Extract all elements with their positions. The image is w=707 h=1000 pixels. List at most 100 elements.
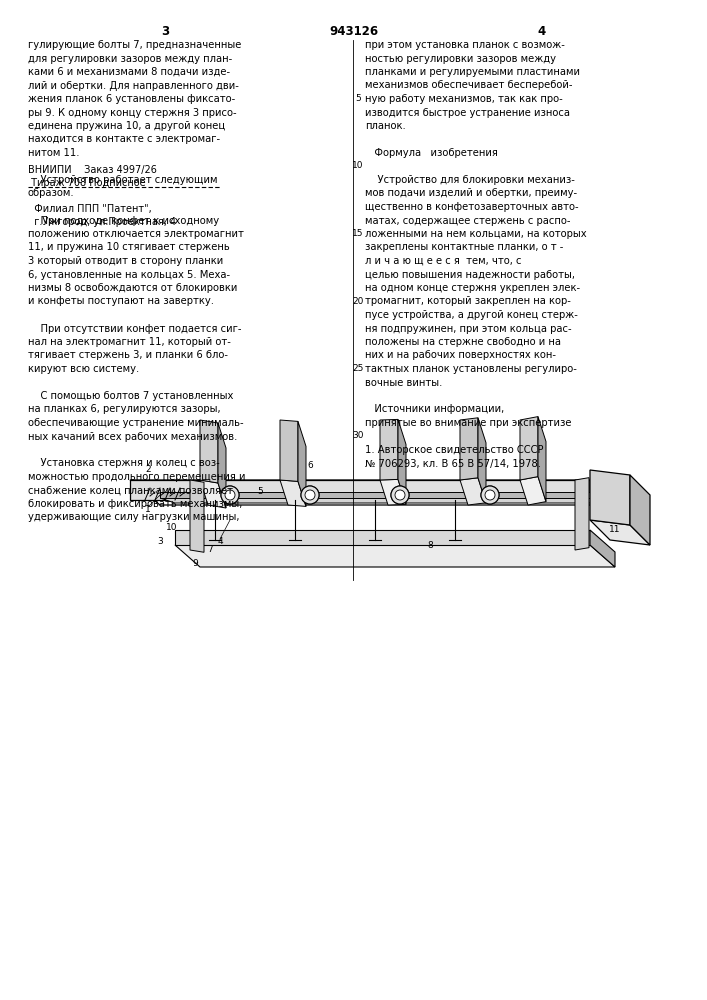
Text: Установка стержня и колец с воз-: Установка стержня и колец с воз- (28, 458, 220, 468)
Text: Источники информации,: Источники информации, (365, 404, 504, 414)
Text: вочные винты.: вочные винты. (365, 377, 443, 387)
Text: ры 9. К одному концу стержня 3 присо-: ры 9. К одному концу стержня 3 присо- (28, 107, 237, 117)
Text: изводится быстрое устранение износа: изводится быстрое устранение износа (365, 107, 570, 117)
Text: нал на электромагнит 11, который от-: нал на электромагнит 11, который от- (28, 337, 231, 347)
Text: принятые во внимание при экспертизе: принятые во внимание при экспертизе (365, 418, 571, 428)
Text: 4: 4 (217, 538, 223, 546)
Text: тактных планок установлены регулиро-: тактных планок установлены регулиро- (365, 364, 577, 374)
Text: ВНИИПИ    Заказ 4997/26: ВНИИПИ Заказ 4997/26 (28, 165, 157, 175)
Text: мов подачи изделий и обертки, преиму-: мов подачи изделий и обертки, преиму- (365, 188, 577, 198)
Text: 943126: 943126 (329, 25, 378, 38)
Text: матах, содержащее стержень с распо-: матах, содержащее стержень с распо- (365, 216, 571, 226)
Circle shape (485, 490, 495, 500)
Polygon shape (175, 545, 615, 567)
Polygon shape (280, 420, 298, 481)
Text: положению отключается электромагнит: положению отключается электромагнит (28, 229, 244, 239)
Text: 7: 7 (207, 546, 213, 554)
Polygon shape (160, 492, 610, 498)
Polygon shape (130, 480, 590, 500)
Text: 10: 10 (352, 161, 363, 170)
Polygon shape (190, 480, 204, 552)
Polygon shape (590, 530, 615, 567)
Text: 6: 6 (307, 460, 313, 470)
Text: 20: 20 (352, 296, 363, 306)
Polygon shape (520, 417, 538, 480)
Polygon shape (298, 421, 306, 506)
Text: 5: 5 (257, 488, 263, 496)
Text: № 706293, кл. В 65 В 57/14, 1978.: № 706293, кл. В 65 В 57/14, 1978. (365, 458, 541, 468)
Polygon shape (520, 477, 546, 505)
Polygon shape (460, 478, 486, 505)
Polygon shape (575, 478, 589, 550)
Text: 10: 10 (166, 524, 177, 532)
Polygon shape (398, 419, 406, 504)
Text: Устройство работает следующим: Устройство работает следующим (28, 175, 218, 185)
Circle shape (305, 490, 315, 500)
Text: можностью продольного перемещения и: можностью продольного перемещения и (28, 472, 245, 482)
Text: нитом 11.: нитом 11. (28, 148, 79, 158)
Text: Филиал ППП "Патент",: Филиал ППП "Патент", (28, 204, 152, 214)
Text: единена пружина 10, а другой конец: единена пружина 10, а другой конец (28, 121, 226, 131)
Text: 9: 9 (192, 558, 198, 568)
Polygon shape (478, 418, 486, 503)
Text: снабжение колец планками позволяет: снабжение колец планками позволяет (28, 486, 233, 495)
Text: целью повышения надежности работы,: целью повышения надежности работы, (365, 269, 575, 279)
Polygon shape (160, 498, 625, 503)
Text: 8: 8 (427, 540, 433, 550)
Polygon shape (590, 470, 630, 525)
Text: 3: 3 (161, 25, 169, 38)
Text: л и ч а ю щ е е с я  тем, что, с: л и ч а ю щ е е с я тем, что, с (365, 256, 522, 266)
Text: 5: 5 (355, 94, 361, 103)
Circle shape (225, 490, 235, 500)
Text: обеспечивающие устранение минималь-: обеспечивающие устранение минималь- (28, 418, 244, 428)
Text: для регулировки зазоров между план-: для регулировки зазоров между план- (28, 53, 233, 64)
Polygon shape (460, 418, 478, 480)
Text: кируют всю систему.: кируют всю систему. (28, 364, 139, 374)
Polygon shape (200, 480, 226, 508)
Text: на планках 6, регулируются зазоры,: на планках 6, регулируются зазоры, (28, 404, 221, 414)
Polygon shape (280, 480, 306, 506)
Text: При отсутствии конфет подается сиг-: При отсутствии конфет подается сиг- (28, 324, 242, 334)
Text: 11: 11 (609, 526, 621, 534)
Text: блокировать и фиксировать механизмы,: блокировать и фиксировать механизмы, (28, 499, 243, 509)
Text: при этом установка планок с возмож-: при этом установка планок с возмож- (365, 40, 565, 50)
Text: планками и регулируемыми пластинами: планками и регулируемыми пластинами (365, 67, 580, 77)
Text: 1. Авторское свидетельство СССР: 1. Авторское свидетельство СССР (365, 445, 544, 455)
Text: низмы 8 освобождаются от блокировки: низмы 8 освобождаются от блокировки (28, 283, 238, 293)
Text: закреплены контактные планки, о т -: закреплены контактные планки, о т - (365, 242, 563, 252)
Text: механизмов обеспечивает бесперебой-: механизмов обеспечивает бесперебой- (365, 81, 573, 91)
Circle shape (481, 486, 499, 504)
Polygon shape (130, 480, 620, 505)
Text: 1: 1 (145, 506, 151, 514)
Text: планок.: планок. (365, 121, 406, 131)
Text: 15: 15 (352, 229, 363, 238)
Polygon shape (218, 423, 226, 508)
Text: щественно в конфетозаверточных авто-: щественно в конфетозаверточных авто- (365, 202, 578, 212)
Text: 30: 30 (352, 432, 363, 440)
Text: Формула   изобретения: Формула изобретения (365, 148, 498, 158)
Text: 3 который отводит в сторону планки: 3 который отводит в сторону планки (28, 256, 223, 266)
Text: 4: 4 (538, 25, 546, 38)
Text: образом.: образом. (28, 188, 75, 198)
Text: находится в контакте с электромаг-: находится в контакте с электромаг- (28, 134, 220, 144)
Circle shape (221, 486, 239, 504)
Text: ложенными на нем кольцами, на которых: ложенными на нем кольцами, на которых (365, 229, 587, 239)
Text: ностью регулировки зазоров между: ностью регулировки зазоров между (365, 53, 556, 64)
Text: них и на рабочих поверхностях кон-: них и на рабочих поверхностях кон- (365, 351, 556, 360)
Polygon shape (630, 475, 650, 545)
Polygon shape (590, 520, 650, 545)
Text: на одном конце стержня укреплен элек-: на одном конце стержня укреплен элек- (365, 283, 580, 293)
Text: тромагнит, который закреплен на кор-: тромагнит, который закреплен на кор- (365, 296, 571, 306)
Text: 11, и пружина 10 стягивает стержень: 11, и пружина 10 стягивает стержень (28, 242, 230, 252)
Polygon shape (175, 530, 590, 545)
Text: ных качаний всех рабочих механизмов.: ных качаний всех рабочих механизмов. (28, 432, 238, 442)
Circle shape (391, 486, 409, 504)
Text: г.Ужгород, ул.Проектная, 4: г.Ужгород, ул.Проектная, 4 (28, 217, 176, 227)
Polygon shape (590, 480, 620, 525)
Polygon shape (380, 479, 406, 505)
Text: положены на стержне свободно и на: положены на стержне свободно и на (365, 337, 561, 347)
Text: ками 6 и механизмами 8 подачи изде-: ками 6 и механизмами 8 подачи изде- (28, 67, 230, 77)
Text: ную работу механизмов, так как про-: ную работу механизмов, так как про- (365, 94, 563, 104)
Text: 6, установленные на кольцах 5. Меха-: 6, установленные на кольцах 5. Меха- (28, 269, 230, 279)
Polygon shape (200, 420, 218, 483)
